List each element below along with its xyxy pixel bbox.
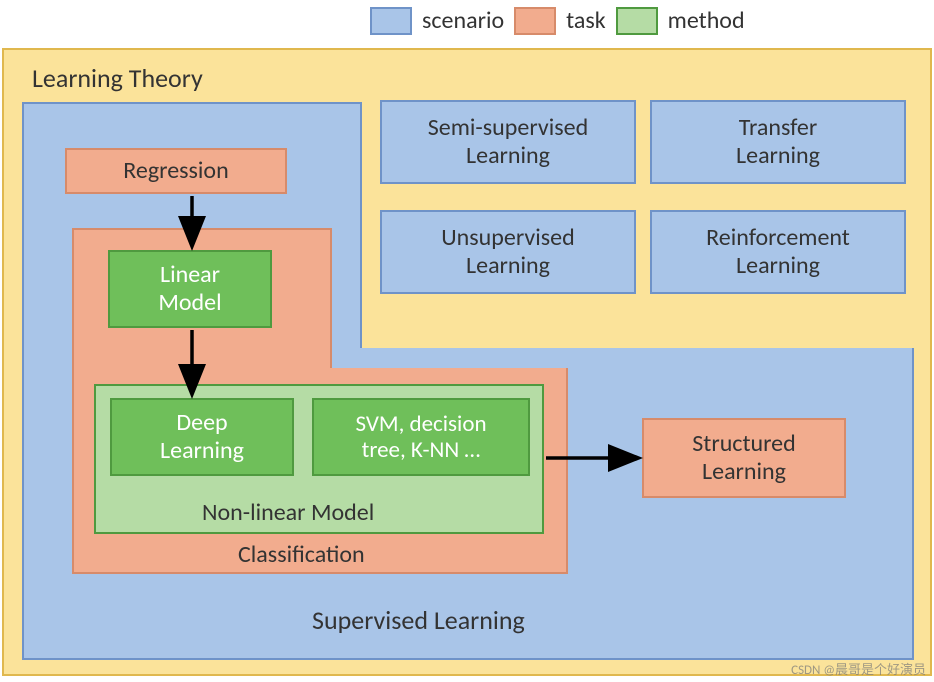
linear-model-box: Linear Model [108,250,272,328]
classification-label: Classification [238,540,365,569]
legend-swatch-scenario [370,7,412,35]
reinforcement-box: Reinforcement Learning [650,210,906,294]
nonlinear-model-label: Non-linear Model [202,498,374,527]
unsupervised-box: Unsupervised Learning [380,210,636,294]
structured-learning-box: Structured Learning [642,418,846,498]
legend: scenario task method [370,6,745,35]
legend-swatch-task [514,7,556,35]
learning-theory-label: Learning Theory [32,62,203,94]
legend-label-scenario: scenario [422,6,504,35]
classification-seam-cover [74,366,330,378]
watermark: CSDN @晨哥是个好演员 [791,659,926,678]
legend-label-task: task [566,6,606,35]
svm-box: SVM, decision tree, K-NN … [312,398,530,476]
legend-label-method: method [668,6,745,35]
transfer-learning-box: Transfer Learning [650,100,906,184]
legend-swatch-method [616,7,658,35]
regression-box: Regression [65,148,287,194]
supervised-label: Supervised Learning [312,604,525,636]
diagram-canvas: Learning Theory Semi-supervised Learning… [2,48,932,678]
deep-learning-box: Deep Learning [110,398,294,476]
semi-supervised-box: Semi-supervised Learning [380,100,636,184]
